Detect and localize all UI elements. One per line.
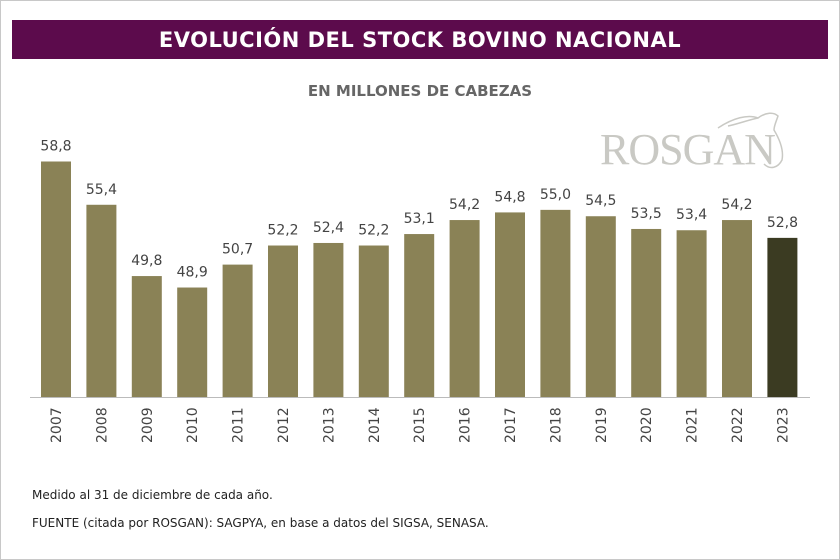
data-label: 53,4 [676, 207, 707, 223]
data-label: 49,8 [131, 253, 162, 269]
bar-2009 [131, 276, 162, 397]
bar-2013 [313, 242, 344, 397]
data-label: 54,8 [494, 189, 525, 205]
bar-2022 [722, 220, 752, 397]
data-label: 53,1 [404, 211, 435, 227]
data-label: 50,7 [222, 242, 253, 258]
bar-2007 [41, 161, 71, 397]
x-tick-label: 2010 [185, 407, 201, 443]
bar-2014 [358, 245, 389, 397]
x-tick-label: 2017 [503, 407, 519, 443]
data-label: 54,5 [585, 193, 616, 209]
x-tick-label: 2022 [730, 407, 746, 443]
footer-note: Medido al 31 de diciembre de cada año. [32, 488, 273, 502]
x-tick-label: 2008 [94, 407, 110, 443]
cow-logo-icon [717, 112, 784, 169]
bar-2018 [540, 209, 571, 397]
chart-title: EVOLUCIÓN DEL STOCK BOVINO NACIONAL [12, 20, 828, 59]
bar-2020 [631, 228, 662, 397]
data-label: 48,9 [177, 265, 208, 281]
bar-2008 [86, 204, 117, 397]
x-tick-label: 2012 [276, 407, 292, 443]
data-label: 53,5 [631, 206, 662, 222]
x-tick-label: 2009 [140, 407, 156, 443]
x-tick-label: 2019 [594, 407, 610, 443]
x-tick-label: 2014 [367, 407, 383, 443]
x-tick-label: 2021 [685, 407, 701, 443]
data-label: 52,2 [267, 223, 298, 239]
bar-2012 [268, 245, 298, 397]
data-label: 52,2 [358, 223, 389, 239]
data-label: 55,0 [540, 187, 571, 203]
bar-2021 [676, 230, 707, 397]
x-tick-label: 2023 [775, 407, 791, 443]
x-tick-label: 2011 [231, 407, 247, 443]
bar-2010 [177, 287, 208, 397]
bar-2023 [767, 237, 798, 397]
chart-subtitle: EN MILLONES DE CABEZAS [307, 82, 533, 100]
data-label: 58,8 [40, 138, 71, 154]
data-label: 54,2 [721, 197, 752, 213]
x-tick-label: 2020 [639, 407, 655, 443]
x-tick-label: 2013 [321, 407, 337, 443]
x-tick-label: 2007 [49, 407, 65, 443]
data-label: 52,8 [767, 215, 798, 231]
bar-2011 [222, 264, 253, 397]
x-tick-label: 2016 [458, 407, 474, 443]
data-label: 54,2 [449, 197, 480, 213]
rosgan-logo: ROSGAN [600, 125, 776, 174]
x-tick-label: 2018 [548, 407, 564, 443]
data-label: 52,4 [313, 220, 344, 236]
data-label: 55,4 [86, 182, 117, 198]
bar-2019 [585, 216, 616, 397]
x-tick-label: 2015 [412, 407, 428, 443]
footer-source: FUENTE (citada por ROSGAN): SAGPYA, en b… [32, 516, 489, 530]
bar-2016 [449, 220, 480, 397]
bar-2015 [404, 234, 435, 397]
bar-2017 [495, 212, 525, 397]
